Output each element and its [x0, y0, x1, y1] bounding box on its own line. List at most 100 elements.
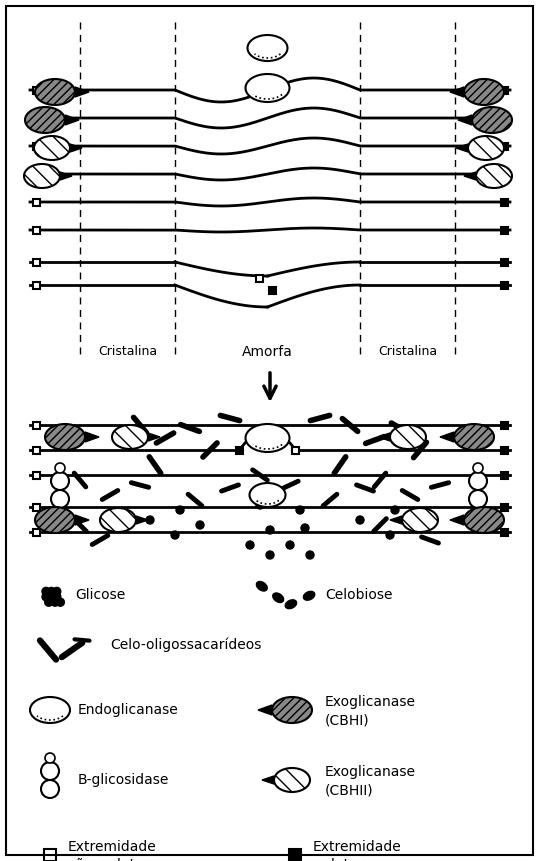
- Text: Exoglicanase: Exoglicanase: [325, 765, 416, 779]
- Text: Celobiose: Celobiose: [325, 588, 392, 602]
- Ellipse shape: [274, 768, 310, 792]
- Circle shape: [47, 593, 56, 601]
- Bar: [501, 422, 508, 429]
- Ellipse shape: [285, 600, 296, 609]
- Bar: [501, 199, 508, 206]
- Polygon shape: [85, 432, 99, 442]
- Circle shape: [469, 490, 487, 508]
- Circle shape: [256, 501, 264, 509]
- Text: Exoglicanase: Exoglicanase: [325, 695, 416, 709]
- Circle shape: [146, 516, 154, 524]
- Polygon shape: [456, 144, 468, 152]
- Ellipse shape: [35, 79, 75, 105]
- Ellipse shape: [35, 507, 75, 533]
- Circle shape: [286, 541, 294, 549]
- Bar: [269, 287, 276, 294]
- Circle shape: [53, 593, 61, 601]
- Bar: [32, 143, 39, 150]
- Polygon shape: [450, 515, 464, 525]
- Bar: [32, 472, 39, 479]
- Polygon shape: [458, 115, 472, 125]
- Circle shape: [57, 598, 64, 606]
- Text: redutora: redutora: [313, 858, 373, 861]
- Bar: [44, 849, 56, 861]
- Ellipse shape: [30, 697, 70, 723]
- Ellipse shape: [476, 164, 512, 188]
- Ellipse shape: [250, 483, 286, 507]
- Circle shape: [42, 593, 50, 601]
- Ellipse shape: [45, 424, 85, 450]
- Ellipse shape: [464, 507, 504, 533]
- Circle shape: [266, 526, 274, 534]
- Circle shape: [411, 521, 419, 529]
- Polygon shape: [60, 172, 72, 180]
- Ellipse shape: [257, 581, 267, 591]
- Bar: [501, 115, 508, 121]
- Bar: [501, 170, 508, 177]
- Circle shape: [53, 587, 61, 596]
- Circle shape: [386, 531, 394, 539]
- Text: Endoglicanase: Endoglicanase: [78, 703, 179, 717]
- Circle shape: [51, 598, 59, 606]
- Text: Extremidade: Extremidade: [68, 840, 157, 854]
- Ellipse shape: [402, 508, 438, 532]
- Circle shape: [296, 506, 304, 514]
- Bar: [501, 282, 508, 288]
- Ellipse shape: [25, 107, 65, 133]
- Polygon shape: [262, 776, 274, 784]
- Polygon shape: [258, 705, 272, 715]
- Ellipse shape: [34, 136, 70, 160]
- Bar: [501, 472, 508, 479]
- Bar: [501, 504, 508, 511]
- Circle shape: [473, 463, 483, 473]
- Bar: [501, 447, 508, 454]
- Ellipse shape: [303, 592, 315, 600]
- Bar: [501, 258, 508, 265]
- Circle shape: [45, 598, 53, 606]
- Circle shape: [301, 524, 309, 532]
- Bar: [32, 199, 39, 206]
- Circle shape: [47, 587, 56, 596]
- Circle shape: [171, 531, 179, 539]
- Bar: [501, 529, 508, 536]
- Text: não-redutora: não-redutora: [68, 858, 159, 861]
- Circle shape: [41, 780, 59, 798]
- Circle shape: [306, 551, 314, 559]
- Polygon shape: [75, 87, 89, 97]
- Bar: [32, 226, 39, 233]
- Text: Cristalina: Cristalina: [98, 345, 157, 358]
- Circle shape: [41, 762, 59, 780]
- Bar: [32, 258, 39, 265]
- Polygon shape: [378, 433, 390, 441]
- Bar: [501, 143, 508, 150]
- Circle shape: [469, 472, 487, 490]
- Bar: [292, 447, 299, 454]
- Polygon shape: [450, 87, 464, 97]
- Text: Extremidade: Extremidade: [313, 840, 402, 854]
- Text: (CBHII): (CBHII): [325, 783, 374, 797]
- Ellipse shape: [472, 107, 512, 133]
- Circle shape: [391, 506, 399, 514]
- Bar: [32, 115, 39, 121]
- Text: Cristalina: Cristalina: [378, 345, 437, 358]
- Polygon shape: [75, 515, 89, 525]
- Bar: [32, 86, 39, 94]
- Bar: [236, 447, 243, 454]
- Ellipse shape: [245, 74, 289, 102]
- Ellipse shape: [390, 425, 426, 449]
- Ellipse shape: [24, 164, 60, 188]
- Bar: [32, 529, 39, 536]
- Circle shape: [246, 541, 254, 549]
- Ellipse shape: [112, 425, 148, 449]
- Polygon shape: [464, 172, 476, 180]
- Ellipse shape: [468, 136, 504, 160]
- Bar: [501, 226, 508, 233]
- Ellipse shape: [272, 697, 312, 723]
- Bar: [32, 282, 39, 288]
- Ellipse shape: [273, 593, 284, 603]
- Bar: [501, 86, 508, 94]
- Text: Glicose: Glicose: [75, 588, 125, 602]
- Circle shape: [42, 587, 50, 596]
- Text: (CBHI): (CBHI): [325, 713, 370, 727]
- Circle shape: [55, 463, 65, 473]
